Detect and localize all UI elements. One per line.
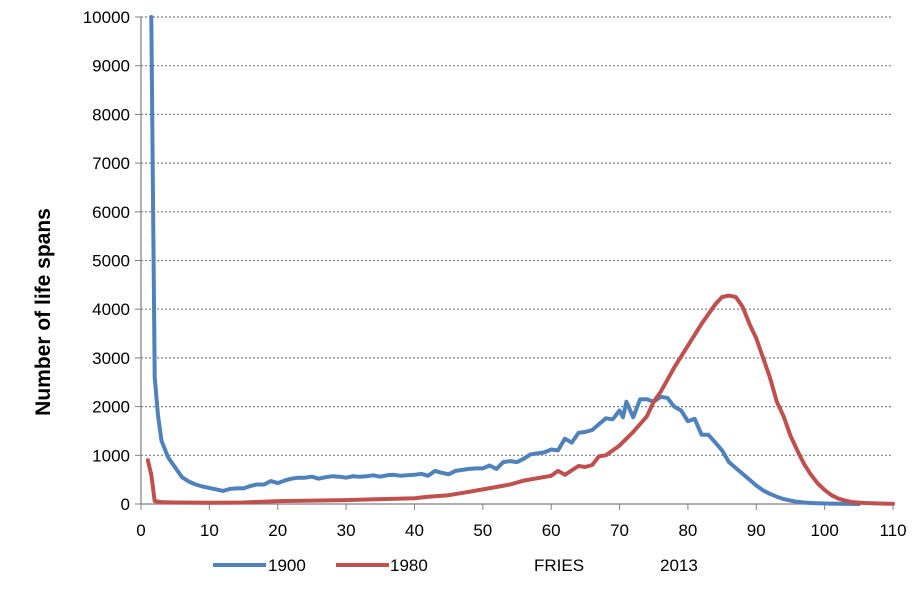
axes — [135, 16, 894, 510]
y-tick-label-9000: 9000 — [92, 57, 130, 76]
x-tick-label-50: 50 — [473, 521, 492, 540]
legend-label-1900: 1900 — [268, 556, 306, 575]
x-tick-label-70: 70 — [610, 521, 629, 540]
x-tick-label-110: 110 — [879, 521, 906, 540]
data-series — [145, 15, 895, 506]
y-tick-label-6000: 6000 — [92, 203, 130, 222]
x-tick-label-90: 90 — [747, 521, 766, 540]
y-tick-label-3000: 3000 — [92, 349, 130, 368]
x-tick-label-0: 0 — [136, 521, 145, 540]
y-tick-label-7000: 7000 — [92, 154, 130, 173]
y-tick-label-5000: 5000 — [92, 252, 130, 271]
x-tick-label-20: 20 — [268, 521, 287, 540]
x-tick-label-30: 30 — [337, 521, 356, 540]
x-tick-label-100: 100 — [810, 521, 838, 540]
y-tick-label-8000: 8000 — [92, 105, 130, 124]
y-tick-label-1000: 1000 — [92, 446, 130, 465]
x-tick-label-10: 10 — [200, 521, 219, 540]
series-line-1900 — [149, 15, 861, 506]
x-tick-label-60: 60 — [542, 521, 561, 540]
grid-lines — [141, 16, 893, 456]
x-tick-label-80: 80 — [678, 521, 697, 540]
legend: 1900 1980 FRIES 2013 — [213, 556, 698, 575]
x-tick-labels: 0 10 20 30 40 50 60 70 80 90 100 110 — [136, 521, 906, 540]
y-tick-labels: 0 1000 2000 3000 4000 5000 6000 7000 8000 9000 100… — [83, 8, 130, 514]
legend-label-2013: 2013 — [660, 556, 698, 575]
x-tick-label-40: 40 — [405, 521, 424, 540]
y-tick-label-2000: 2000 — [92, 398, 130, 417]
y-tick-label-10000: 10000 — [83, 8, 130, 27]
legend-label-1980: 1980 — [390, 556, 428, 575]
legend-label-fries: FRIES — [534, 556, 584, 575]
series-line-1980 — [145, 293, 895, 506]
y-tick-label-0: 0 — [121, 495, 130, 514]
y-tick-label-4000: 4000 — [92, 300, 130, 319]
y-axis-label: Number of life spans — [32, 208, 55, 416]
